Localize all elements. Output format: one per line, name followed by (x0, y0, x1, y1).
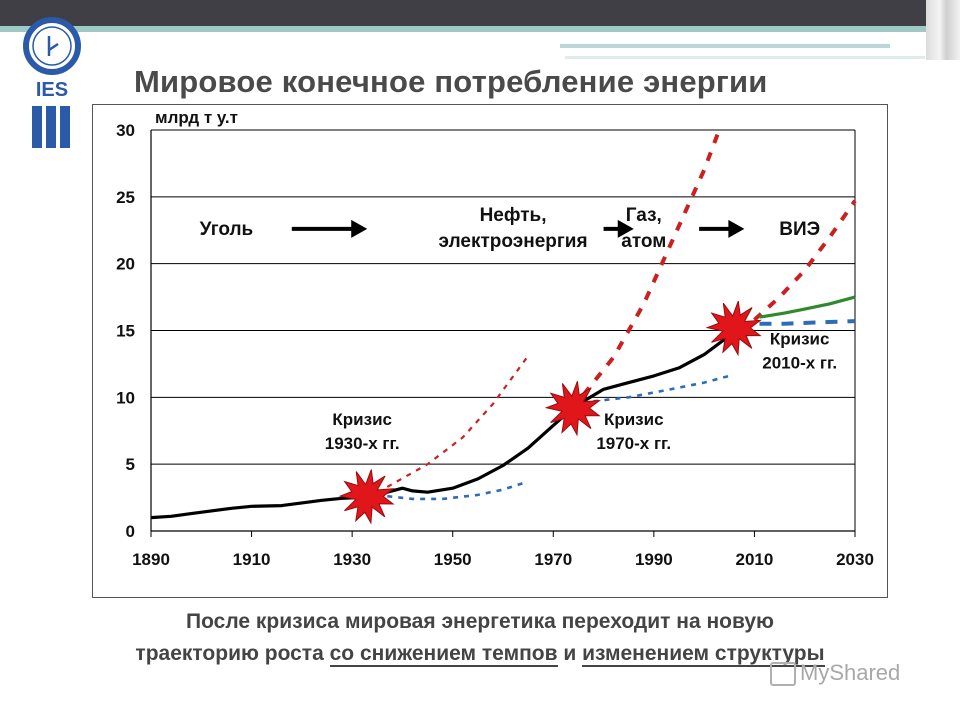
series-line-blue-2 (387, 480, 529, 501)
series-line-blue-4 (593, 374, 730, 403)
ies-logo: IES (23, 17, 81, 148)
top-bar (0, 0, 960, 28)
crisis-label: Кризис (770, 330, 830, 349)
x-tick-label: 1970 (534, 550, 572, 569)
watermark: MyShared (770, 660, 901, 687)
header-rule (560, 44, 890, 48)
crisis-label-period: 1930-х гг. (325, 434, 400, 453)
stage-arrow-head (728, 219, 745, 238)
crisis-burst-2 (544, 381, 602, 437)
y-tick-label: 25 (116, 188, 135, 207)
crisis-label: Кризис (604, 410, 664, 429)
top-right-decoration (926, 0, 960, 60)
y-tick-label: 20 (116, 255, 135, 274)
footer-caption: После кризиса мировая энергетика переход… (0, 606, 960, 670)
x-tick-label: 1910 (233, 550, 271, 569)
y-tick-label: 15 (116, 322, 135, 341)
footer-text-a: траекторию роста (135, 642, 330, 665)
series-line-red-3 (581, 129, 722, 396)
x-tick-label: 1930 (333, 550, 371, 569)
stage-label: Уголь (200, 219, 254, 240)
footer-line-2: траекторию роста со снижением темпов и и… (0, 638, 960, 670)
footer-underlined-slowdown: со снижением темпов (329, 642, 558, 667)
footer-line-1: После кризиса мировая энергетика переход… (186, 610, 774, 633)
y-tick-label: 5 (126, 455, 135, 474)
stage-label: Нефть, (480, 205, 547, 226)
chart-frame: 0 5 10 15 20 25 30 1890 1910 1930 1950 1970 1990 2010… (92, 104, 888, 598)
header-rule-secondary (565, 56, 925, 59)
crisis-label-period: 1970-х гг. (596, 434, 671, 453)
crisis-burst-3 (705, 300, 762, 357)
x-tick-label: 2010 (736, 550, 774, 569)
unit-label: млрд т у.т (155, 108, 238, 127)
crisis-burst-1 (338, 469, 395, 525)
logo-text: IES (36, 79, 68, 101)
crisis-label: Кризис (332, 410, 392, 429)
series-line-red-5 (753, 199, 857, 322)
stage-label-line2: атом (621, 231, 666, 252)
series-line-red-1 (386, 355, 529, 488)
top-accent-bar (0, 26, 960, 32)
stage-label: ВИЭ (779, 219, 820, 240)
y-tick-label: 0 (126, 522, 135, 541)
y-tick-label: 10 (116, 388, 135, 407)
crisis-label-period: 2010-х гг. (762, 354, 837, 373)
stage-arrow-head (617, 219, 634, 238)
watermark-text: MyShared (800, 660, 901, 685)
footer-text-b: и (557, 642, 583, 665)
energy-consumption-chart: 0 5 10 15 20 25 30 1890 1910 1930 1950 1970 1990 2010… (116, 108, 874, 569)
stage-label: Газ, (626, 205, 662, 226)
slide-title: Мировое конечное потребление энергии (134, 64, 768, 99)
x-tick-label: 1950 (434, 550, 472, 569)
footer-underlined-structure: изменением структуры (582, 642, 825, 667)
watermark-icon (770, 662, 796, 687)
x-tick-label: 1990 (635, 550, 673, 569)
y-tick-label: 30 (116, 121, 135, 140)
stage-arrow-head (351, 219, 368, 238)
series-line-black-0 (151, 328, 745, 520)
x-tick-label: 1890 (132, 550, 170, 569)
series-line-green-6 (759, 295, 856, 319)
stage-label-line2: электроэнергия (439, 231, 588, 252)
x-tick-label: 2030 (836, 550, 874, 569)
series-line-blue-7 (759, 319, 856, 326)
